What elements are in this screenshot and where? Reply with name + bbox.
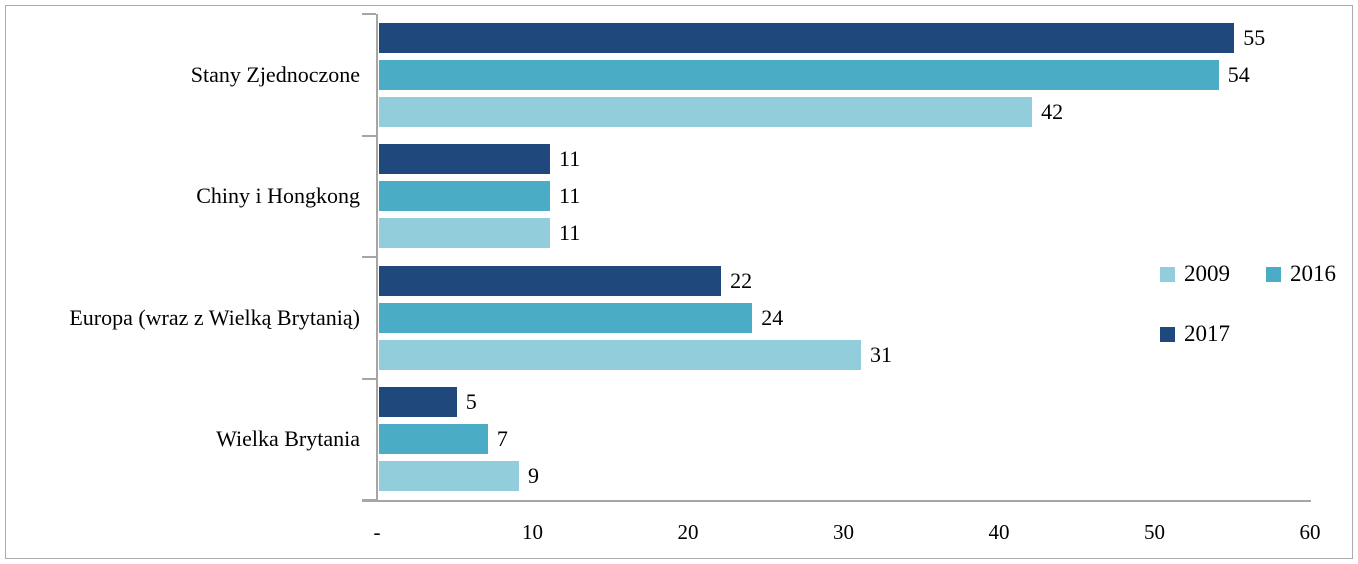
legend-row: 2009 2016 bbox=[1160, 261, 1336, 287]
x-tick-label: 30 bbox=[833, 520, 854, 544]
bar-value-label: 5 bbox=[465, 389, 477, 415]
x-axis-line bbox=[362, 500, 1311, 502]
legend: 2009 2016 2017 bbox=[1160, 261, 1336, 347]
legend-row: 2017 bbox=[1160, 321, 1336, 347]
y-axis-tick bbox=[362, 256, 376, 258]
legend-item-2009: 2009 bbox=[1160, 261, 1230, 287]
bar-2009 bbox=[379, 218, 551, 249]
bar-row: 5 bbox=[379, 387, 1312, 418]
category-label: Chiny i Hongkong bbox=[196, 183, 360, 209]
x-tick-label: - bbox=[373, 520, 381, 544]
bar-2009 bbox=[379, 96, 1033, 127]
x-tick-label: 50 bbox=[1144, 520, 1165, 544]
y-axis-tick bbox=[362, 134, 376, 137]
category-label: Europa (wraz z Wielką Brytanią) bbox=[69, 304, 360, 330]
bar-group: 22 24 31 bbox=[379, 257, 1312, 379]
x-tick-label: 60 bbox=[1299, 520, 1321, 544]
bar-value-label: 42 bbox=[1041, 98, 1064, 124]
bar-value-label: 11 bbox=[559, 220, 581, 246]
x-tick-label: 10 bbox=[522, 520, 543, 544]
bar-group: 11 11 11 bbox=[379, 136, 1312, 258]
category-label: Stany Zjednoczone bbox=[190, 61, 360, 87]
bar-2016 bbox=[379, 302, 753, 333]
legend-year-label: 2009 bbox=[1184, 261, 1230, 286]
bar-2009 bbox=[379, 461, 519, 492]
bar-row: 55 bbox=[379, 22, 1312, 53]
bar-row: 31 bbox=[379, 339, 1312, 370]
bar-value-label: 54 bbox=[1227, 61, 1250, 87]
bar-row: 7 bbox=[379, 424, 1312, 455]
bar-row: 54 bbox=[379, 59, 1312, 90]
category-label: Wielka Brytania bbox=[216, 426, 360, 452]
bar-value-label: 31 bbox=[870, 341, 893, 367]
legend-year-label: 2016 bbox=[1290, 261, 1336, 286]
bar-value-label: 7 bbox=[496, 426, 508, 452]
legend-year-label: 2017 bbox=[1184, 321, 1230, 346]
x-tick-label: 20 bbox=[677, 520, 699, 544]
bar-row: 9 bbox=[379, 461, 1312, 492]
legend-item-2016: 2016 bbox=[1266, 261, 1336, 287]
bar-value-label: 9 bbox=[527, 463, 539, 489]
bar-value-label: 11 bbox=[559, 146, 581, 172]
bar-2016 bbox=[379, 181, 551, 212]
legend-swatch bbox=[1266, 266, 1281, 282]
y-axis-line bbox=[376, 14, 378, 500]
y-axis-tick bbox=[362, 13, 376, 15]
bar-row: 42 bbox=[379, 96, 1312, 127]
bar-row: 11 bbox=[379, 218, 1312, 249]
legend-item-2017: 2017 bbox=[1160, 321, 1230, 347]
bar-2016 bbox=[379, 424, 488, 455]
bar-2017 bbox=[379, 387, 457, 418]
bar-value-label: 11 bbox=[559, 183, 581, 209]
bar-2017 bbox=[379, 144, 551, 175]
bar-value-label: 24 bbox=[761, 304, 784, 330]
bar-2017 bbox=[379, 22, 1235, 53]
legend-swatch bbox=[1160, 326, 1175, 342]
bar-row: 11 bbox=[379, 144, 1312, 175]
legend-swatch bbox=[1160, 266, 1175, 282]
y-axis-tick bbox=[362, 377, 376, 380]
bar-2009 bbox=[379, 339, 862, 370]
bar-row: 22 bbox=[379, 265, 1312, 296]
bar-row: 11 bbox=[379, 181, 1312, 212]
bar-row: 24 bbox=[379, 302, 1312, 333]
bar-2016 bbox=[379, 59, 1219, 90]
x-tick-label: 40 bbox=[988, 520, 1010, 544]
bar-value-label: 55 bbox=[1243, 24, 1266, 50]
bar-value-label: 22 bbox=[730, 267, 753, 293]
bar-2017 bbox=[379, 265, 722, 296]
bar-group: 55 54 42 bbox=[379, 14, 1312, 136]
